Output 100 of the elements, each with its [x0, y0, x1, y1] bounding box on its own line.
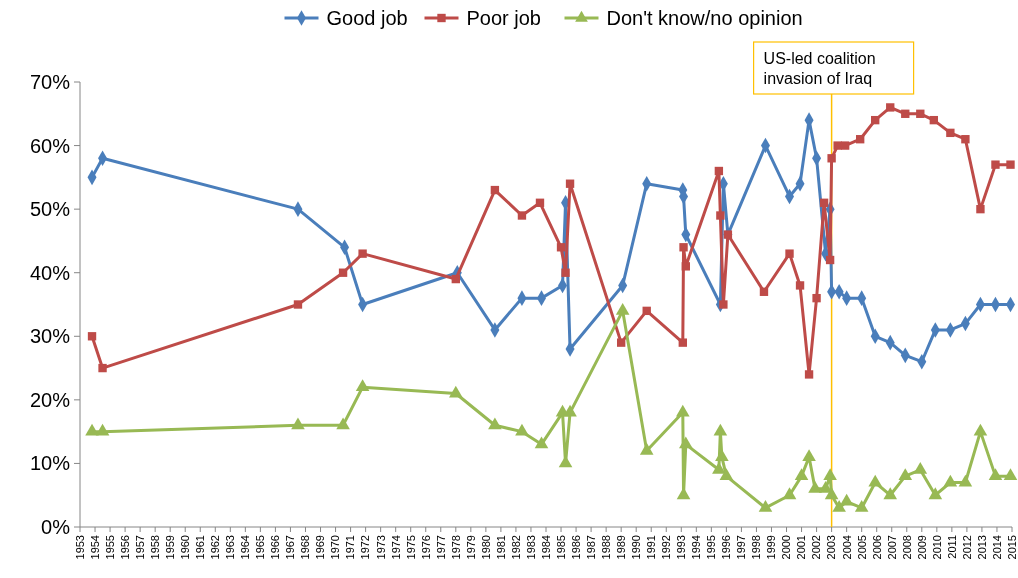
point — [719, 468, 734, 481]
point — [355, 379, 370, 392]
x-tick-label: 1978 — [449, 535, 462, 560]
point — [95, 423, 110, 436]
point — [615, 303, 630, 315]
point — [839, 493, 854, 506]
x-tick-label: 1966 — [269, 535, 282, 560]
x-tick-label: 2013 — [975, 535, 988, 560]
x-tick-label: 1976 — [419, 535, 432, 560]
point — [87, 332, 97, 341]
x-tick-label: 1986 — [569, 535, 582, 560]
point — [943, 474, 958, 487]
x-tick-label: 1953 — [73, 535, 86, 560]
point — [832, 500, 846, 512]
x-tick-label: 1988 — [599, 535, 612, 560]
point — [988, 468, 1003, 481]
x-tick-label: 1956 — [118, 535, 131, 560]
x-tick-label: 1974 — [389, 535, 402, 560]
x-tick-label: 2010 — [930, 535, 943, 560]
x-tick-label: 1957 — [133, 535, 146, 560]
x-tick-label: 1963 — [224, 535, 237, 560]
point — [488, 417, 502, 430]
x-tick-label: 2008 — [900, 535, 913, 560]
point — [795, 281, 805, 290]
point — [515, 423, 529, 436]
point — [1006, 160, 1015, 169]
point — [804, 370, 814, 379]
x-tick-label: 1979 — [464, 535, 477, 560]
x-tick-label: 1982 — [509, 535, 522, 560]
point — [723, 230, 733, 239]
point — [716, 211, 725, 220]
x-tick-label: 2001 — [795, 535, 808, 560]
x-tick-label: 1994 — [690, 535, 703, 560]
point — [898, 468, 913, 481]
point — [812, 293, 821, 303]
point — [823, 468, 837, 481]
x-tick-label: 1961 — [194, 535, 207, 560]
x-tick-label: 1996 — [720, 535, 733, 560]
x-tick-label: 1998 — [750, 535, 763, 560]
x-tick-label: 1992 — [660, 535, 673, 560]
point — [976, 204, 985, 214]
x-tick-label: 1972 — [359, 535, 372, 560]
x-tick-label: 1970 — [329, 535, 342, 560]
point — [785, 249, 794, 258]
point — [449, 385, 463, 398]
x-tick-label: 1995 — [705, 535, 718, 560]
point — [556, 243, 566, 252]
point — [802, 449, 816, 461]
legend-label: Good job — [326, 7, 408, 29]
point — [883, 487, 898, 500]
point — [758, 500, 773, 512]
y-tick-label: 30% — [29, 325, 71, 348]
point — [946, 128, 955, 138]
point — [782, 487, 797, 500]
point — [561, 268, 570, 277]
x-tick-label: 1965 — [254, 535, 267, 560]
point — [490, 185, 500, 195]
point — [358, 249, 367, 258]
legend-label: Don't know/no opinion — [606, 7, 803, 29]
point — [715, 449, 729, 461]
x-tick-label: 2014 — [990, 535, 1003, 560]
point — [338, 268, 348, 277]
point — [336, 417, 350, 430]
x-tick-label: 1983 — [524, 535, 537, 560]
x-tick-label: 1975 — [404, 535, 417, 560]
x-tick-label: 2004 — [840, 535, 853, 560]
x-tick-label: 1969 — [314, 535, 327, 560]
point — [563, 404, 577, 417]
x-tick-label: 2015 — [1005, 535, 1018, 560]
point — [794, 468, 809, 481]
point — [713, 423, 728, 436]
x-tick-label: 1967 — [284, 535, 297, 560]
point — [1003, 468, 1018, 481]
point — [868, 474, 882, 487]
ref-line-label: US-led coalition invasion of Iraq — [763, 50, 876, 87]
point — [98, 363, 107, 373]
x-tick-label: 1960 — [179, 535, 192, 560]
point — [824, 487, 839, 500]
point — [929, 115, 939, 125]
x-tick-label: 2002 — [810, 535, 823, 560]
x-tick-label: 1980 — [479, 535, 492, 560]
x-tick-label: 2003 — [825, 535, 838, 560]
legend-label: Poor job — [466, 7, 541, 29]
y-tick-label: 20% — [29, 388, 71, 411]
y-tick-label: 70% — [29, 71, 71, 93]
point — [679, 243, 688, 252]
point — [642, 306, 651, 316]
point — [714, 166, 724, 176]
x-tick-label: 1993 — [675, 535, 688, 560]
point — [676, 404, 690, 417]
x-tick-label: 1971 — [344, 535, 357, 560]
point — [808, 481, 822, 493]
x-tick-label: 1997 — [735, 535, 748, 560]
point — [913, 461, 928, 474]
point — [854, 500, 869, 512]
point — [535, 198, 545, 207]
x-tick-label: 2006 — [870, 535, 883, 560]
x-tick-label: 1981 — [494, 535, 507, 560]
point — [639, 442, 654, 455]
point — [679, 436, 693, 449]
